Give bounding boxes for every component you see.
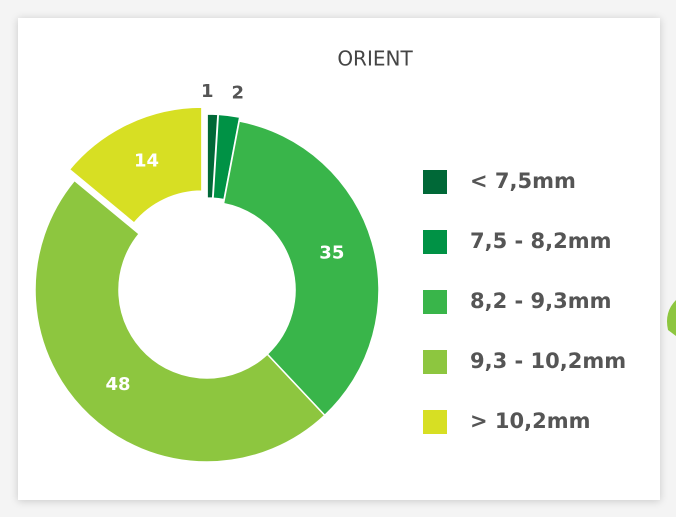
legend-swatch (423, 350, 447, 374)
decoration (667, 300, 676, 336)
data-label: 14 (134, 151, 159, 172)
legend-swatch (423, 230, 447, 254)
legend-label: 7,5 - 8,2mm (470, 229, 612, 253)
legend-label: 8,2 - 9,3mm (470, 289, 612, 313)
legend-label: < 7,5mm (470, 169, 576, 193)
data-label: 35 (319, 243, 344, 264)
legend-swatch (423, 170, 447, 194)
slice (68, 106, 203, 225)
chart-title: ORIENT (337, 47, 413, 71)
data-label: 48 (105, 374, 130, 395)
data-label: 1 (201, 81, 214, 102)
legend-swatch (423, 290, 447, 314)
legend-swatch (423, 410, 447, 434)
data-label: 2 (232, 83, 245, 104)
slice (222, 120, 380, 417)
slice (34, 179, 326, 463)
legend-label: 9,3 - 10,2mm (470, 349, 626, 373)
legend-label: > 10,2mm (470, 409, 590, 433)
